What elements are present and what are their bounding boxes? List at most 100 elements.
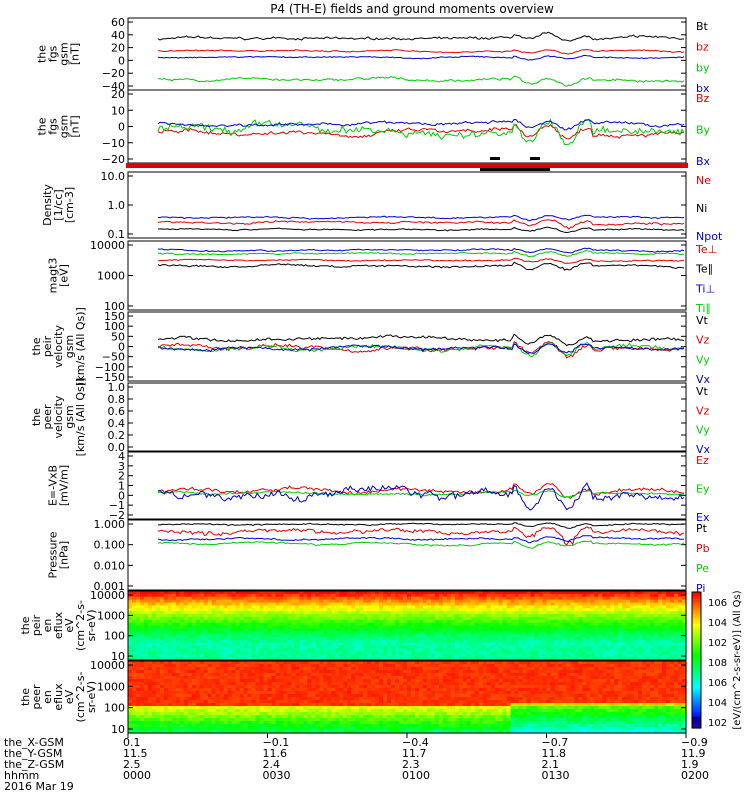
- heatmap-cell: [399, 654, 404, 658]
- heatmap-cell: [135, 591, 141, 595]
- heatmap-cell: [558, 645, 564, 650]
- heatmap-cell: [291, 596, 296, 601]
- heatmap-cell: [646, 616, 651, 621]
- heatmap-cell: [502, 637, 508, 641]
- heatmap-cell: [518, 619, 524, 624]
- heatmap-cell: [526, 651, 532, 655]
- heatmap-cell: [319, 664, 324, 668]
- heatmap-cell: [259, 648, 265, 652]
- heatmap-cell: [139, 706, 145, 710]
- heatmap-cell: [574, 616, 579, 621]
- heatmap-cell: [291, 697, 296, 701]
- heatmap-cell: [331, 605, 336, 609]
- heatmap-cell: [622, 631, 627, 635]
- heatmap-cell: [670, 614, 675, 618]
- heatmap-cell: [219, 661, 225, 665]
- heatmap-cell: [391, 616, 396, 621]
- heatmap-cell: [343, 667, 348, 671]
- heatmap-cell: [295, 661, 300, 665]
- heatmap-cell: [391, 593, 396, 598]
- heatmap-cell: [442, 622, 448, 627]
- heatmap-cell: [327, 614, 332, 618]
- heatmap-cell: [323, 715, 328, 719]
- heatmap-cell: [147, 614, 153, 618]
- heatmap-cell: [311, 651, 316, 655]
- heatmap-cell: [183, 727, 189, 731]
- heatmap-cell: [422, 654, 428, 658]
- heatmap-cell: [590, 657, 595, 661]
- heatmap-cell: [207, 634, 213, 638]
- heatmap-cell: [199, 625, 205, 629]
- heatmap-cell: [319, 718, 324, 722]
- heatmap-cell: [486, 591, 492, 595]
- y-tick-label: 0.2: [108, 429, 126, 442]
- heatmap-cell: [159, 651, 165, 655]
- panel-velocity_pair: 150100500−50−100−150thepeirvelocitygsm[k…: [30, 307, 711, 386]
- heatmap-cell: [442, 625, 448, 629]
- heatmap-cell: [574, 605, 579, 609]
- heatmap-cell: [195, 688, 201, 692]
- heatmap-cell: [598, 611, 603, 615]
- heatmap-cell: [602, 599, 607, 604]
- heatmap-cell: [546, 622, 552, 627]
- heatmap-cell: [554, 593, 560, 598]
- heatmap-cell: [243, 616, 249, 621]
- heatmap-cell: [195, 622, 201, 627]
- heatmap-cell: [179, 706, 185, 710]
- heatmap-cell: [395, 651, 400, 655]
- heatmap-cell: [259, 591, 265, 595]
- heatmap-cell: [454, 605, 460, 609]
- heatmap-cell: [450, 642, 456, 647]
- heatmap-cell: [207, 639, 213, 644]
- heatmap-cell: [295, 715, 300, 719]
- heatmap-cell: [303, 694, 308, 698]
- heatmap-cell: [450, 637, 456, 641]
- heatmap-cell: [363, 622, 368, 627]
- heatmap-cell: [347, 703, 352, 707]
- heatmap-cell: [128, 688, 133, 692]
- heatmap-cell: [247, 664, 253, 668]
- heatmap-cell: [255, 730, 261, 734]
- heatmap-cell: [187, 703, 193, 707]
- heatmap-cell: [271, 637, 277, 641]
- heatmap-cell: [395, 631, 400, 635]
- heatmap-cell: [530, 657, 536, 661]
- heatmap-cell: [215, 616, 221, 621]
- heatmap-cell: [614, 648, 619, 652]
- heatmap-cell: [379, 634, 384, 638]
- heatmap-cell: [243, 724, 249, 728]
- heatmap-cell: [550, 654, 556, 658]
- heatmap-cell: [343, 691, 348, 695]
- heatmap-cell: [454, 639, 460, 644]
- heatmap-cell: [307, 706, 312, 710]
- heatmap-cell: [259, 642, 265, 647]
- heatmap-cell: [454, 648, 460, 652]
- heatmap-cell: [199, 697, 205, 701]
- heatmap-cell: [506, 634, 512, 638]
- heatmap-cell: [128, 730, 133, 734]
- heatmap-cell: [179, 688, 185, 692]
- heatmap-cell: [678, 605, 683, 609]
- heatmap-cell: [307, 709, 312, 713]
- heatmap-cell: [399, 591, 404, 595]
- heatmap-cell: [179, 667, 185, 671]
- heatmap-cell: [554, 654, 560, 658]
- heatmap-cell: [566, 625, 572, 629]
- heatmap-cell: [155, 661, 161, 665]
- heatmap-cell: [614, 599, 619, 604]
- heatmap-cell: [179, 697, 185, 701]
- heatmap-cell: [654, 622, 659, 627]
- heatmap-cell: [283, 727, 289, 731]
- heatmap-cell: [207, 657, 213, 661]
- heatmap-cell: [634, 625, 639, 629]
- heatmap-cell: [291, 616, 296, 621]
- heatmap-cell: [646, 657, 651, 661]
- heatmap-cell: [395, 645, 400, 650]
- heatmap-cell: [610, 639, 615, 644]
- heatmap-cell: [327, 634, 332, 638]
- heatmap-cell: [135, 700, 141, 704]
- heatmap-frame: [127, 590, 687, 661]
- heatmap-cell: [271, 616, 277, 621]
- heatmap-cell: [267, 715, 273, 719]
- heatmap-cell: [359, 608, 364, 612]
